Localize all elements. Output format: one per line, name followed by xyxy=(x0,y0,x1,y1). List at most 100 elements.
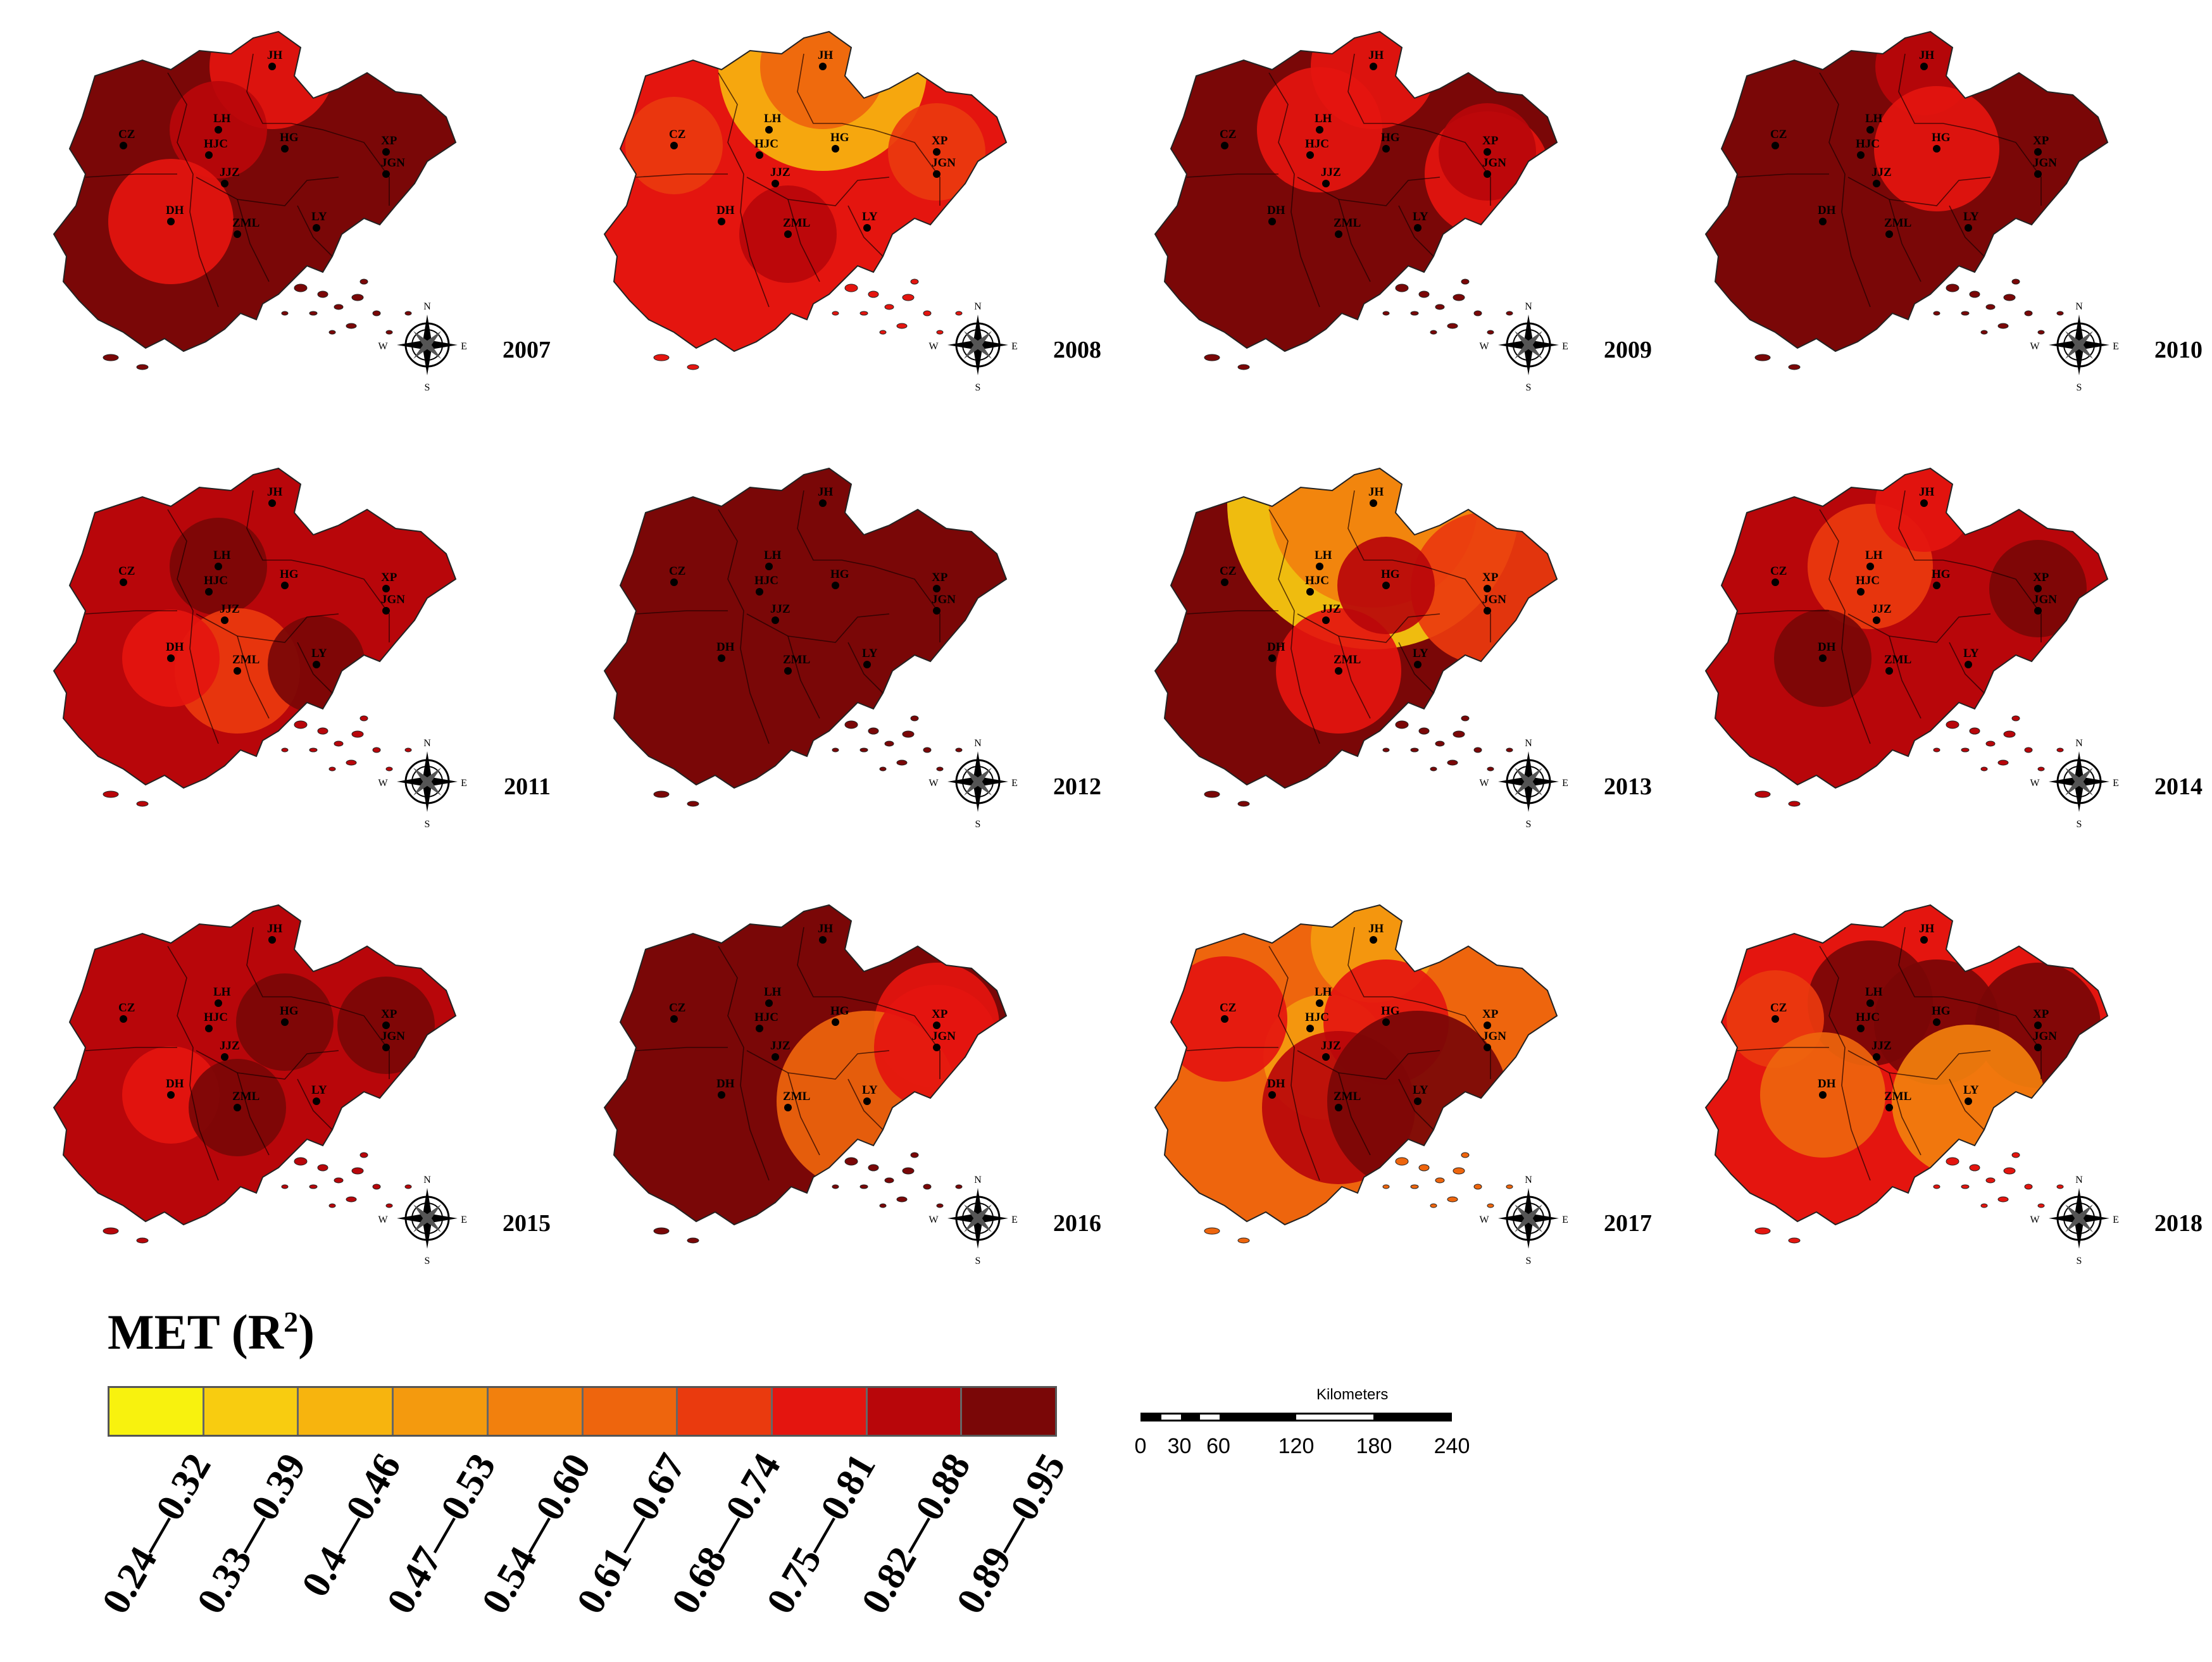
island xyxy=(1473,747,1482,753)
island xyxy=(351,1167,364,1175)
station-label-jjz: JJZ xyxy=(770,603,790,616)
compass-e: E xyxy=(2113,1215,2119,1225)
station-dot-hg xyxy=(1382,582,1390,589)
island xyxy=(1435,1177,1445,1184)
station-label-hg: HG xyxy=(830,1004,849,1018)
year-label: 2010 xyxy=(2154,337,2203,363)
station-dot-jh xyxy=(268,936,276,944)
station-label-ly: LY xyxy=(1413,210,1428,223)
map-svg: JH CZ LH HJC HG XP JGN JJZ DH ZML LY N S W E xyxy=(1704,904,2119,1266)
island xyxy=(1997,323,2009,329)
island xyxy=(334,304,344,310)
station-label-lh: LH xyxy=(1315,985,1332,999)
station-dot-xp xyxy=(2034,1022,2042,1029)
station-label-cz: CZ xyxy=(118,128,135,141)
year-label: 2008 xyxy=(1053,337,1101,363)
station-label-zml: ZML xyxy=(783,653,810,666)
island xyxy=(1997,759,2009,766)
station-dot-ly xyxy=(313,1097,320,1105)
island xyxy=(103,354,119,361)
map-svg: JH CZ LH HJC HG XP JGN JJZ DH ZML LY N S W E xyxy=(603,904,1018,1266)
station-label-jh: JH xyxy=(1919,922,1935,935)
map-svg: JH CZ LH HJC HG XP JGN JJZ DH ZML LY N S W E xyxy=(1704,30,2119,393)
station-dot-lh xyxy=(215,126,222,134)
station-dot-zml xyxy=(234,667,241,675)
island xyxy=(1487,330,1494,335)
station-label-hjc: HJC xyxy=(204,1011,228,1024)
county-border xyxy=(787,1072,820,1156)
station-label-jh: JH xyxy=(267,485,283,499)
station-dot-ly xyxy=(863,224,871,232)
legend-swatch xyxy=(867,1388,963,1435)
station-label-zml: ZML xyxy=(1884,216,1911,230)
station-dot-hjc xyxy=(756,151,763,159)
county-border xyxy=(297,642,333,694)
station-label-jgn: JGN xyxy=(932,1030,956,1043)
island xyxy=(351,730,364,738)
county-border xyxy=(196,177,339,206)
island xyxy=(317,1164,328,1172)
legend-swatch xyxy=(583,1388,678,1435)
island xyxy=(309,311,318,316)
island xyxy=(1461,715,1470,722)
island xyxy=(309,747,318,753)
interpolated-surface xyxy=(604,32,1006,351)
island xyxy=(2056,1184,2064,1189)
station-dot-lh xyxy=(765,999,773,1007)
island xyxy=(385,1203,393,1208)
station-label-cz: CZ xyxy=(669,1001,685,1015)
compass-n: N xyxy=(974,301,982,312)
station-dot-dh xyxy=(167,1091,175,1099)
station-dot-cz xyxy=(1771,142,1779,149)
station-dot-ly xyxy=(1965,661,1972,668)
station-label-hg: HG xyxy=(1381,1004,1400,1018)
station-label-jgn: JGN xyxy=(1482,1030,1506,1043)
station-label-jh: JH xyxy=(1368,485,1384,499)
island xyxy=(385,330,393,335)
station-label-hg: HG xyxy=(1932,131,1951,144)
station-dot-dh xyxy=(167,654,175,662)
station-label-dh: DH xyxy=(1267,204,1285,217)
island xyxy=(328,766,336,772)
compass-s: S xyxy=(2077,819,2082,830)
station-dot-jjz xyxy=(221,616,228,624)
scale-segment xyxy=(1180,1415,1201,1420)
station-dot-jjz xyxy=(1322,180,1330,187)
station-label-xp: XP xyxy=(2033,1008,2049,1021)
station-dot-jgn xyxy=(933,170,940,178)
station-dot-cz xyxy=(670,142,678,149)
station-label-xp: XP xyxy=(2033,134,2049,147)
island xyxy=(884,1177,894,1184)
station-label-ly: LY xyxy=(1413,1084,1428,1097)
island xyxy=(2056,747,2064,753)
year-label: 2017 xyxy=(1604,1210,1652,1237)
station-label-cz: CZ xyxy=(1770,565,1787,578)
station-label-jgn: JGN xyxy=(932,593,956,606)
island xyxy=(1985,304,1996,310)
station-dot-jgn xyxy=(382,1044,390,1051)
county-border xyxy=(635,1047,728,1051)
station-label-hg: HG xyxy=(1381,568,1400,581)
station-label-zml: ZML xyxy=(783,216,810,230)
compass-w: W xyxy=(928,341,939,352)
county-border xyxy=(1398,1078,1434,1130)
station-dot-zml xyxy=(784,667,792,675)
legend-swatch xyxy=(772,1388,868,1435)
station-label-hg: HG xyxy=(280,568,299,581)
station-label-hg: HG xyxy=(830,568,849,581)
station-dot-jgn xyxy=(1484,607,1491,615)
island xyxy=(1933,311,1940,316)
station-dot-jjz xyxy=(1322,616,1330,624)
station-dot-ly xyxy=(313,224,320,232)
station-label-dh: DH xyxy=(166,1077,184,1090)
station-label-hjc: HJC xyxy=(1856,574,1880,587)
station-dot-ly xyxy=(1965,1097,1972,1105)
map-panel-2017: JH CZ LH HJC HG XP JGN JJZ DH ZML LY N S W E 2017 xyxy=(1136,889,1680,1282)
island xyxy=(1473,310,1482,316)
island xyxy=(294,284,308,292)
island xyxy=(1946,720,1959,729)
county-border xyxy=(237,1072,270,1156)
station-label-ly: LY xyxy=(862,210,878,223)
island xyxy=(1980,1203,1988,1208)
island xyxy=(103,1227,119,1235)
